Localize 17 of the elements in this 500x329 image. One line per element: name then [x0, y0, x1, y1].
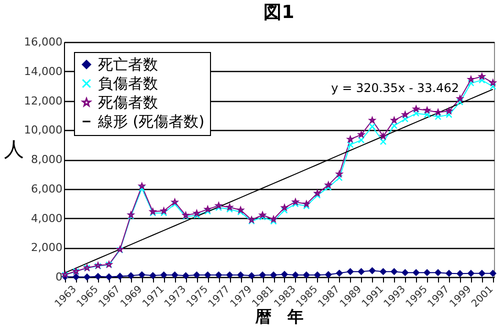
y-tick-label: 12,000 — [24, 94, 62, 108]
annotation: y = 320.35x - 33.462 — [331, 81, 459, 95]
y-tick-label: 4,000 — [31, 212, 62, 225]
legend-label: 死亡者数 — [98, 56, 158, 74]
y-tick-label: 10,000 — [24, 124, 62, 137]
y-tick-label: 16,000 — [24, 36, 62, 48]
y-tick-label: 2,000 — [31, 241, 62, 254]
legend-label: 負傷者数 — [98, 74, 158, 92]
legend-label: 死傷者数 — [98, 94, 158, 112]
y-tick-label: 8,000 — [31, 153, 62, 166]
y-tick-label: 14,000 — [24, 64, 62, 78]
y-axis-title: 人 — [4, 137, 24, 161]
y-tick-label: 6,000 — [31, 182, 62, 196]
chart-title: 図1 — [264, 2, 294, 23]
y-tick-label: 0 — [56, 270, 62, 284]
legend-label: 線形 (死傷者数) — [97, 112, 204, 130]
x-axis-title: 暦 年 — [254, 307, 304, 326]
